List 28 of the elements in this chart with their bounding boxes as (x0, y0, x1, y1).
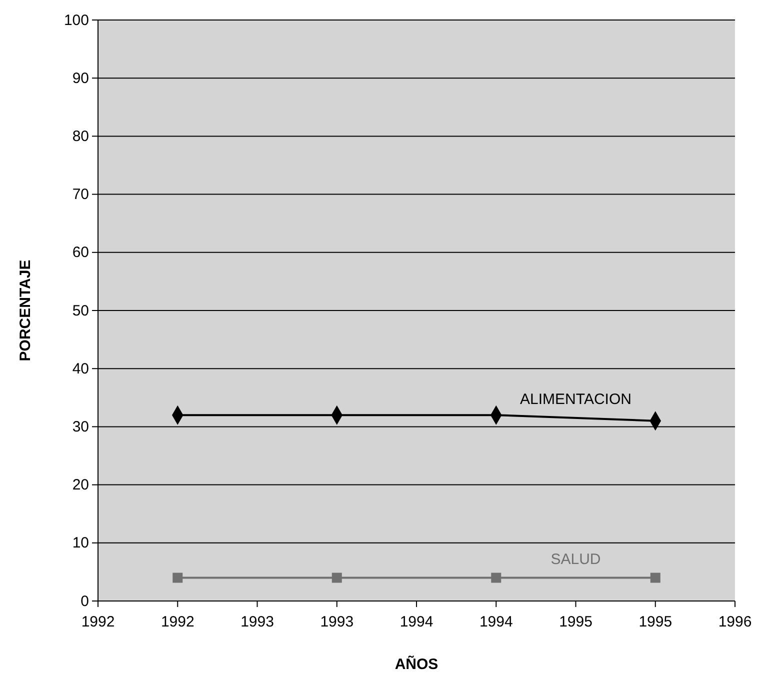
y-tick-label: 30 (72, 418, 89, 436)
point (172, 572, 183, 583)
x-tick-label: 1995 (559, 614, 592, 630)
point (491, 572, 502, 583)
point (332, 572, 342, 583)
y-tick-label: 20 (72, 476, 89, 494)
x-tick-label: 1995 (638, 614, 672, 630)
y-tick-label: 50 (72, 302, 89, 320)
y-tick-label: 70 (72, 186, 89, 204)
y-tick-label: 10 (72, 534, 89, 552)
y-axis-title: PORCENTAJE (17, 260, 34, 362)
x-tick-label: 1993 (320, 614, 354, 630)
y-tick-label: 80 (72, 128, 89, 145)
x-tick-label: 1992 (160, 614, 194, 630)
y-tick-label: 100 (64, 12, 89, 29)
point (650, 572, 660, 583)
x-tick-label: 1994 (479, 614, 513, 630)
y-tick-label: 90 (72, 70, 89, 87)
x-tick-label: 1996 (718, 614, 752, 630)
series-label: SALUD (550, 550, 601, 568)
y-tick-label: 40 (72, 360, 89, 378)
series-label: ALIMENTACION (520, 390, 632, 408)
x-tick-label: 1993 (240, 614, 274, 630)
y-tick-label: 0 (80, 592, 89, 610)
x-axis-title: AÑOS (394, 655, 438, 673)
x-tick-label: 1992 (81, 614, 115, 630)
x-tick-label: 1994 (400, 614, 434, 630)
y-tick-label: 60 (72, 244, 89, 262)
